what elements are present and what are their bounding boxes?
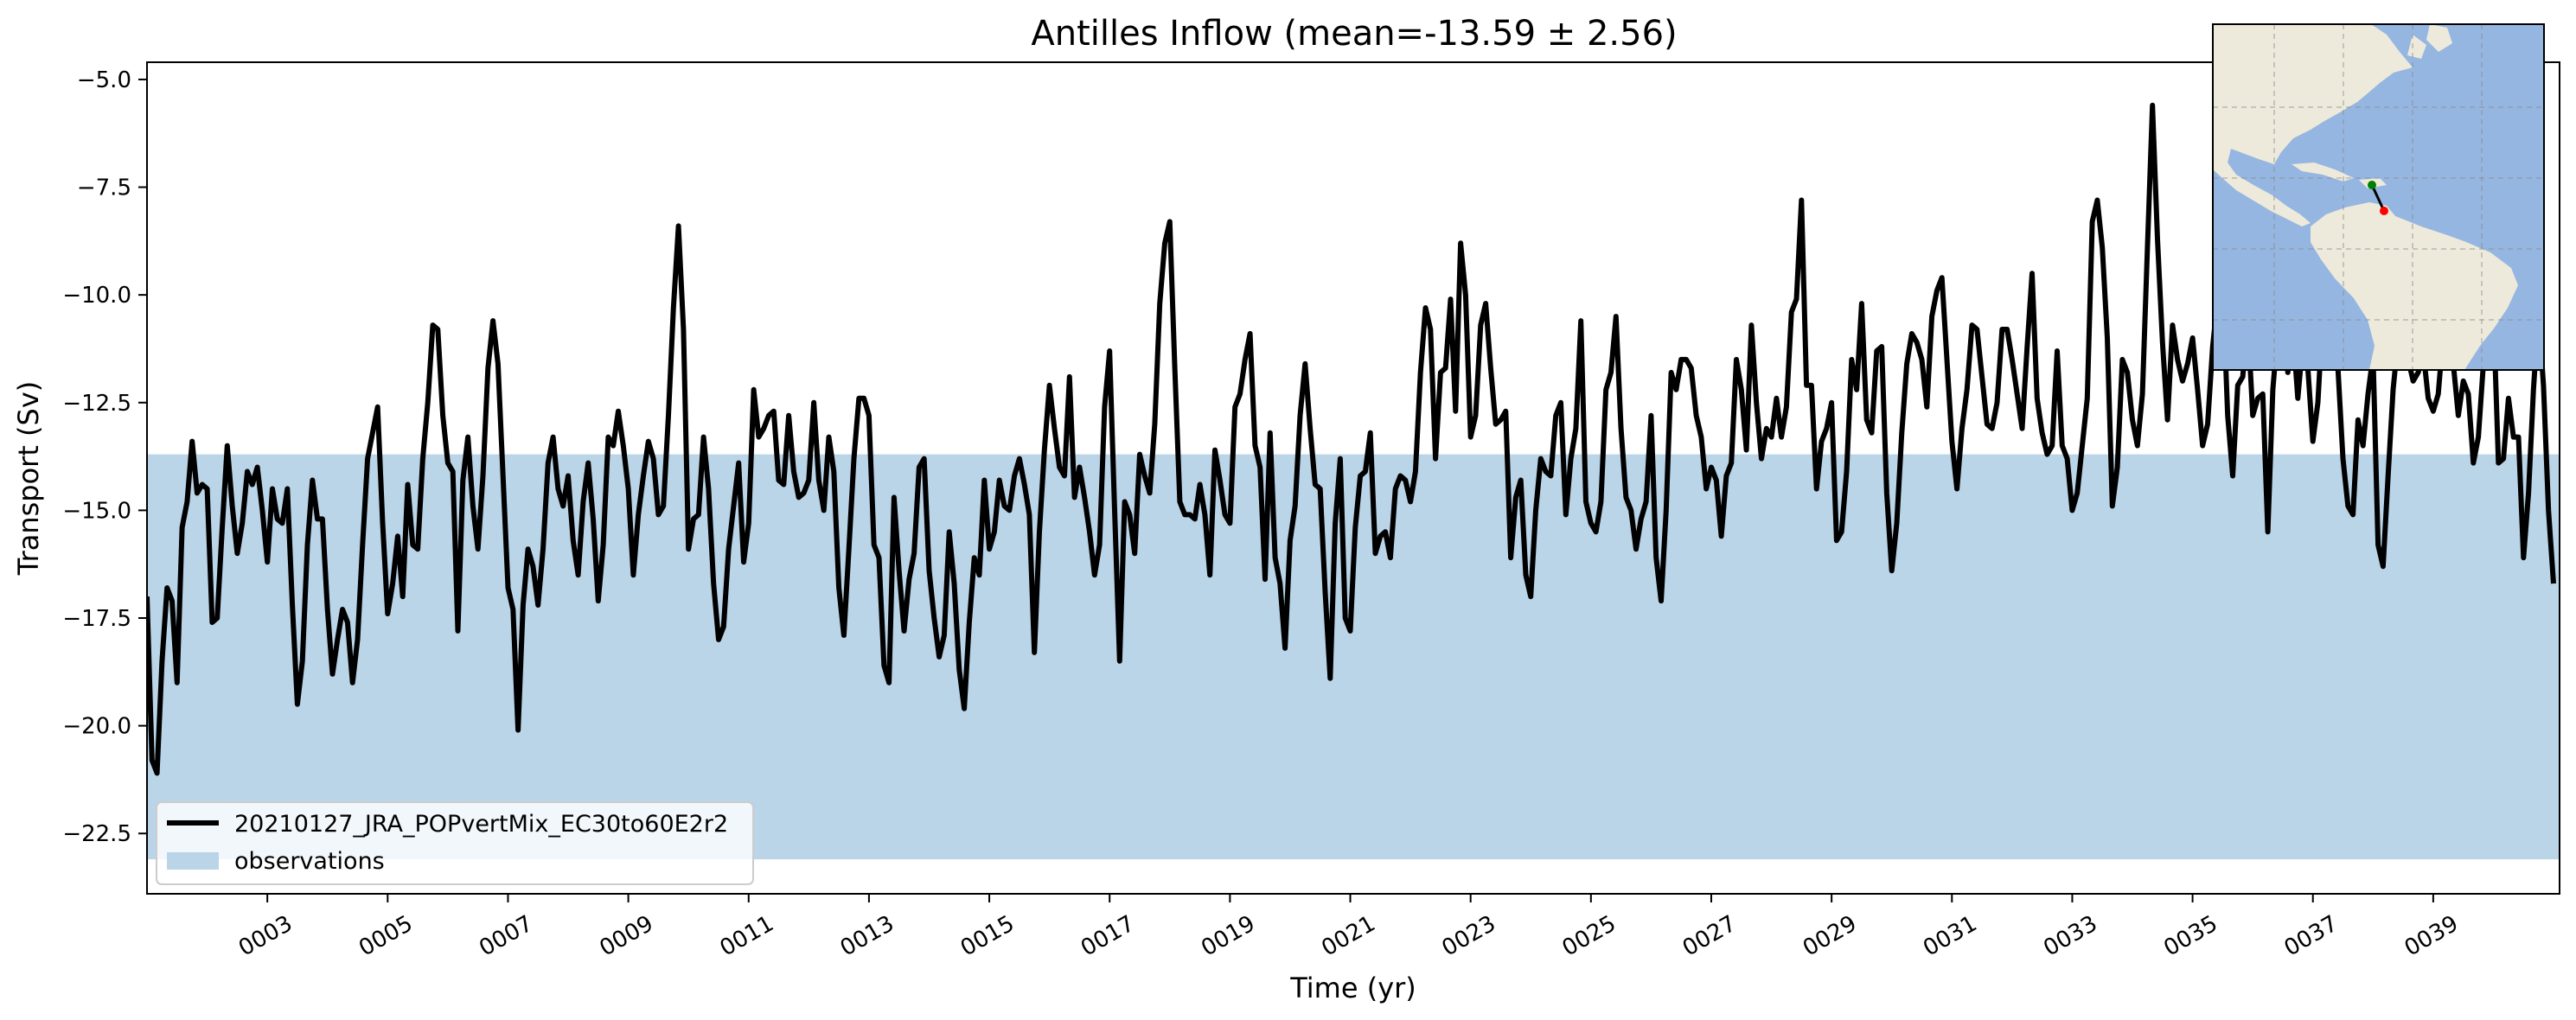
y-tick-label: −7.5 — [77, 175, 131, 201]
cuba-land — [2292, 163, 2354, 182]
legend-observations-label: observations — [234, 848, 385, 875]
legend: 20210127_JRA_POPvertMix_EC30to60E2r2 obs… — [156, 801, 754, 885]
legend-series-label: 20210127_JRA_POPvertMix_EC30to60E2r2 — [234, 811, 728, 838]
map-frame — [2212, 23, 2545, 371]
y-tick-label: −5.0 — [77, 67, 131, 93]
y-tick-label: −22.5 — [62, 821, 131, 847]
legend-observations-swatch — [167, 852, 219, 870]
y-axis-ticks: −22.5 −20.0 −17.5 −15.0 −12.5 −10.0 −7.5 −5.0 — [62, 67, 147, 847]
x-axis-label: Time (yr) — [1289, 972, 1416, 1004]
section-line — [2370, 184, 2386, 212]
observations-band — [147, 454, 2560, 860]
south-america-land — [2311, 202, 2518, 370]
legend-frame — [156, 801, 754, 885]
newfoundland-land — [2426, 24, 2452, 52]
y-tick-label: −12.5 — [62, 391, 131, 417]
y-tick-label: −15.0 — [62, 498, 131, 524]
section-start-marker — [2368, 181, 2376, 189]
chart-title: Antilles Inflow (mean=-13.59 ± 2.56) — [1031, 14, 1677, 54]
north-america-land — [2213, 24, 2413, 226]
axes-frame — [146, 61, 2560, 895]
inset-map — [2212, 23, 2545, 371]
map-land — [2213, 24, 2518, 370]
series-line — [147, 102, 2556, 776]
section-end-marker — [2380, 207, 2388, 215]
y-tick-label: −17.5 — [62, 606, 131, 632]
y-axis-label: Transport (Sv) — [12, 381, 45, 577]
y-tick-label: −20.0 — [62, 714, 131, 740]
y-tick-label: −10.0 — [62, 283, 131, 309]
map-gridlines — [2213, 24, 2544, 370]
